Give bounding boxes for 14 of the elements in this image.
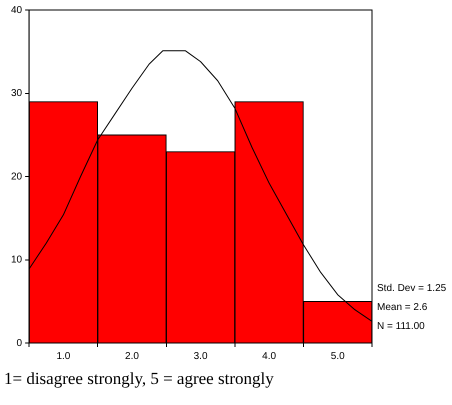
x-tick-label: 4.0 [262, 350, 277, 362]
y-tick-label: 30 [11, 88, 23, 99]
x-tick-label: 1.0 [56, 350, 71, 362]
y-tick-label: 20 [11, 171, 23, 182]
text: N = 111.00 [377, 320, 426, 332]
y-tick-label: 40 [11, 4, 23, 16]
text: Std. Dev = 1.25 [377, 282, 447, 294]
y-tick-label: 10 [11, 254, 23, 266]
x-tick-label: 5.0 [330, 350, 346, 362]
text: 1= disagree strongly, 5 = agree strongly [4, 369, 275, 389]
y-tick-label: 0 [16, 338, 23, 349]
x-tick-label: 2.0 [125, 350, 140, 362]
text: Mean = 2.6 [377, 302, 428, 313]
x-tick-label: 3.0 [194, 350, 208, 362]
